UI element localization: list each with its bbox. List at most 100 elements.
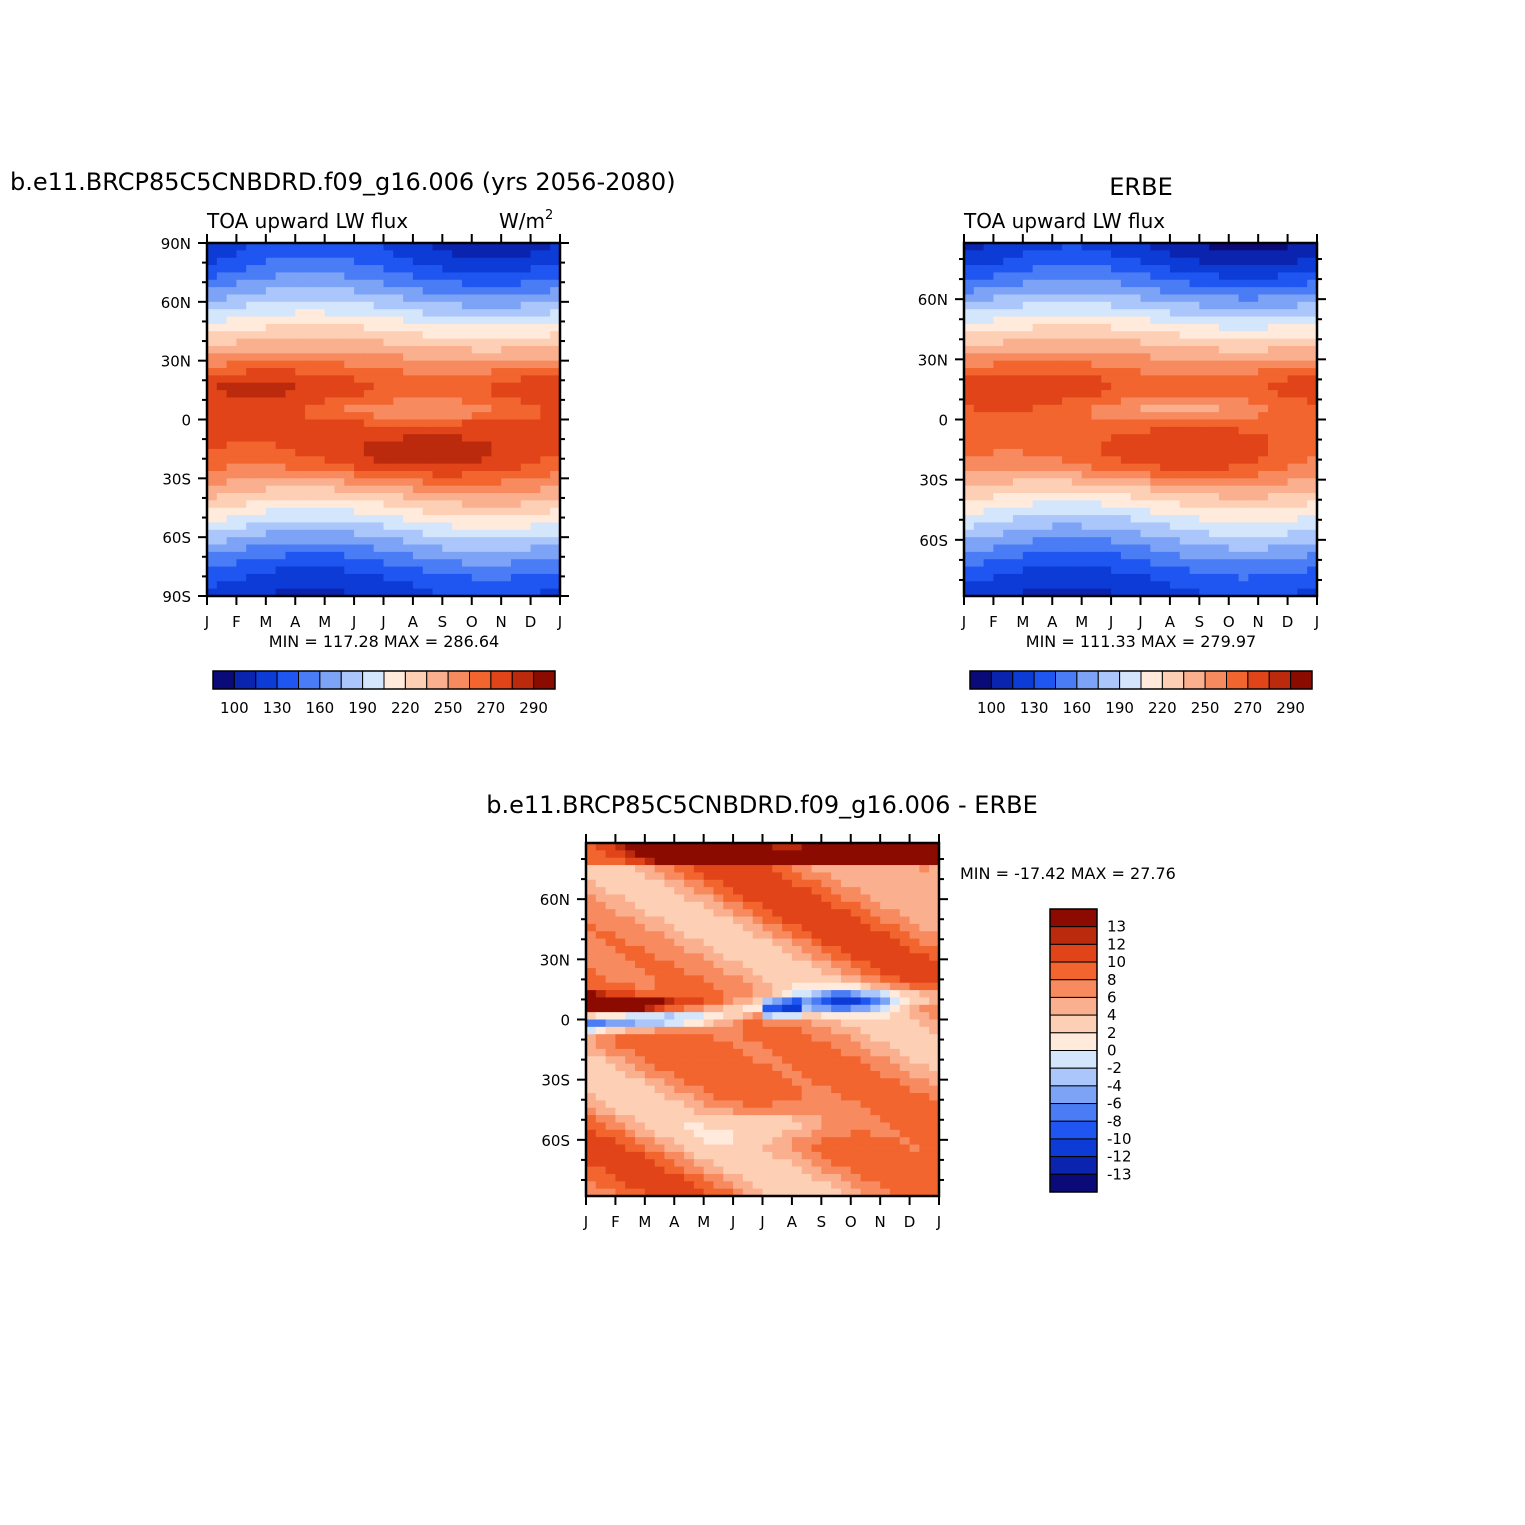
field-cell <box>929 990 940 999</box>
field-cell <box>733 938 744 947</box>
field-cell <box>334 419 345 428</box>
field-cell <box>635 1041 646 1050</box>
x-tick-label: F <box>232 613 241 631</box>
field-cell <box>403 301 414 310</box>
field-cell <box>256 588 267 597</box>
field-cell <box>256 250 267 259</box>
field-cell <box>383 559 394 568</box>
field-cell <box>324 353 336 362</box>
field-cell <box>1130 375 1142 384</box>
field-cell <box>1140 573 1151 582</box>
field-cell <box>762 916 773 925</box>
field-cell <box>1120 250 1132 259</box>
field-cell <box>461 368 473 376</box>
field-cell <box>993 250 1004 259</box>
field-cell <box>1189 456 1200 465</box>
field-cell <box>909 1093 920 1101</box>
field-cell <box>693 1107 705 1116</box>
field-cell <box>550 331 561 340</box>
field-cell <box>860 1085 871 1094</box>
field-cell <box>520 272 532 281</box>
field-cell <box>919 968 930 976</box>
field-cell <box>821 887 832 896</box>
field-cell <box>383 250 394 259</box>
field-cell <box>501 316 512 325</box>
field-cell <box>354 419 365 428</box>
field-cell <box>674 894 685 903</box>
field-cell <box>510 500 522 509</box>
field-cell <box>432 500 443 509</box>
field-cell <box>1091 566 1102 575</box>
field-cell <box>1307 301 1318 310</box>
field-cell <box>860 1012 871 1021</box>
field-cell <box>983 419 995 428</box>
field-cell <box>684 1063 695 1072</box>
field-cell <box>265 397 277 406</box>
field-cell <box>1081 412 1093 421</box>
field-cell <box>1062 368 1073 376</box>
field-cell <box>831 938 842 947</box>
field-cell <box>383 544 394 553</box>
field-cell <box>216 404 228 413</box>
field-cell <box>412 412 424 421</box>
field-cell <box>1189 404 1200 413</box>
field-cell <box>713 872 724 881</box>
field-cell <box>1150 507 1161 516</box>
field-cell <box>1150 397 1161 406</box>
field-cell <box>693 850 705 859</box>
field-cell <box>207 375 218 384</box>
field-cell <box>1101 265 1112 274</box>
field-cell <box>1140 426 1151 435</box>
field-cell <box>782 938 793 947</box>
field-cell <box>481 287 492 296</box>
field-cell <box>314 323 326 332</box>
field-cell <box>1081 390 1093 399</box>
field-cell <box>1179 588 1191 597</box>
field-cell <box>1091 250 1102 259</box>
field-cell <box>973 397 985 406</box>
field-cell <box>664 953 675 962</box>
field-cell <box>1091 500 1102 509</box>
field-cell <box>324 522 336 531</box>
field-cell <box>1267 397 1279 406</box>
field-cell <box>530 470 541 479</box>
field-cell <box>216 279 228 288</box>
field-cell <box>762 850 773 859</box>
field-cell <box>1209 360 1220 369</box>
field-cell <box>305 294 316 303</box>
field-cell <box>625 931 636 940</box>
field-cell <box>664 901 675 910</box>
field-cell <box>383 368 394 376</box>
field-cell <box>373 243 385 251</box>
field-cell <box>363 301 375 310</box>
field-cell <box>742 901 754 910</box>
field-cell <box>1022 456 1034 465</box>
field-cell <box>762 1012 773 1021</box>
field-cell <box>674 1041 685 1050</box>
field-cell <box>461 566 473 575</box>
field-cell <box>644 982 656 991</box>
field-cell <box>207 412 218 421</box>
field-cell <box>265 345 277 354</box>
field-cell <box>403 243 414 251</box>
field-cell <box>285 529 296 538</box>
field-cell <box>1140 272 1151 281</box>
field-cell <box>752 1048 764 1057</box>
field-cell <box>919 887 930 896</box>
field-cell <box>870 1078 881 1087</box>
field-cell <box>285 331 296 340</box>
field-cell <box>733 850 744 859</box>
field-cell <box>1111 250 1122 259</box>
field-cell <box>919 1019 930 1028</box>
field-cell <box>373 485 385 494</box>
field-cell <box>899 865 911 874</box>
field-cell <box>586 975 597 984</box>
field-cell <box>1081 323 1093 332</box>
field-cell <box>422 397 434 406</box>
field-cell <box>703 1048 715 1057</box>
field-cell <box>393 456 404 465</box>
field-cell <box>256 382 267 391</box>
field-cell <box>1111 360 1122 369</box>
field-cell <box>1228 323 1240 332</box>
field-cell <box>1081 243 1093 251</box>
